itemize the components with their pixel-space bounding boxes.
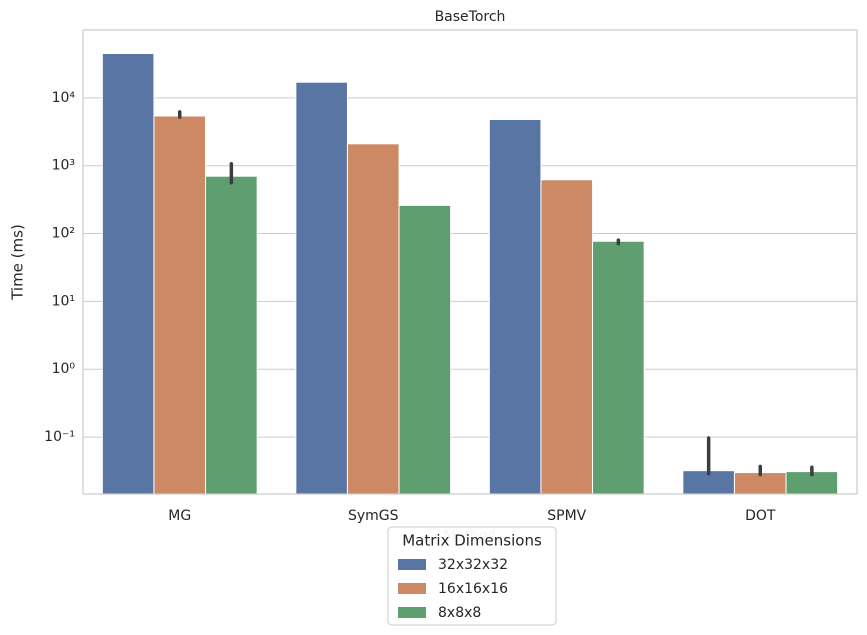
legend-label: 32x32x32: [438, 557, 508, 573]
legend-swatch: [398, 607, 426, 618]
x-tick-label: MG: [168, 508, 191, 524]
plot-frame: [82, 29, 858, 495]
y-tick-label: 10¹: [52, 293, 75, 309]
y-axis-label: Time (ms): [9, 224, 27, 301]
y-tick-label: 10³: [52, 158, 75, 174]
bar: [592, 240, 645, 495]
chart-title: BaseTorch: [435, 9, 506, 25]
legend-label: 8x8x8: [438, 605, 481, 621]
y-tick-label: 10⁴: [52, 90, 76, 106]
bar: [295, 81, 348, 495]
y-tick-label: 10⁻¹: [44, 429, 75, 445]
legend-swatch: [398, 559, 426, 570]
bar: [205, 175, 258, 495]
bar: [101, 53, 155, 495]
bar: [346, 143, 400, 495]
x-tick-label: SPMV: [547, 508, 586, 524]
bar: [153, 115, 207, 495]
bar: [540, 179, 594, 495]
x-tick-label: DOT: [745, 508, 776, 524]
y-tick-label: 10⁰: [52, 361, 76, 377]
legend-label: 16x16x16: [438, 581, 508, 597]
bar: [398, 204, 452, 495]
bar: [488, 118, 542, 495]
x-tick-label: SymGS: [348, 508, 399, 524]
legend-box: [387, 526, 557, 626]
y-tick-label: 10²: [52, 226, 75, 242]
legend-swatch: [398, 583, 426, 594]
legend-title: Matrix Dimensions: [402, 532, 542, 550]
